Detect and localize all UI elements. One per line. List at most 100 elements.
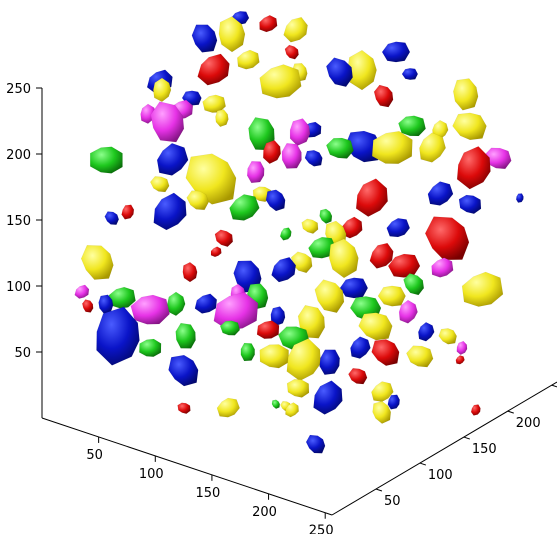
blob-blue bbox=[401, 67, 419, 81]
y-tick-mark bbox=[507, 410, 514, 414]
blob-red bbox=[387, 253, 421, 278]
blob-magenta bbox=[246, 161, 265, 184]
blob-yellow bbox=[372, 400, 392, 424]
blob-green bbox=[279, 227, 292, 241]
blob-cloud bbox=[74, 10, 524, 454]
z-tick-label: 200 bbox=[6, 148, 31, 163]
blob-red bbox=[424, 216, 470, 261]
blob-blue bbox=[381, 41, 411, 63]
blob-yellow bbox=[314, 279, 345, 313]
blob-yellow bbox=[216, 397, 240, 418]
blob-green bbox=[403, 273, 425, 296]
y-tick-mark bbox=[375, 488, 383, 492]
blob-blue bbox=[515, 193, 524, 203]
x-tick-label: 200 bbox=[252, 505, 277, 520]
blob-yellow bbox=[259, 344, 289, 369]
x-tick-label: 150 bbox=[196, 486, 221, 501]
x-axis-line bbox=[41, 417, 333, 516]
blob-red bbox=[456, 146, 491, 190]
blob-magenta bbox=[130, 294, 170, 325]
z-tick-label: 100 bbox=[6, 280, 31, 295]
y-tick-label: 200 bbox=[516, 416, 541, 431]
blob-magenta bbox=[74, 284, 90, 299]
blob-red bbox=[256, 320, 280, 339]
blob-blue bbox=[96, 306, 140, 366]
axes-frame bbox=[41, 88, 557, 516]
blob-yellow bbox=[453, 78, 479, 111]
blob-yellow bbox=[432, 119, 449, 140]
blob-green bbox=[139, 338, 162, 357]
blob-blue bbox=[386, 217, 411, 238]
blob-blue bbox=[418, 322, 435, 342]
blob-yellow bbox=[419, 132, 446, 163]
blob-yellow bbox=[153, 77, 172, 103]
blob-blue bbox=[350, 336, 371, 359]
blob-blue bbox=[194, 293, 218, 314]
blob-blue bbox=[427, 181, 454, 206]
blob-green bbox=[319, 208, 333, 224]
x-tick-label: 50 bbox=[86, 448, 103, 463]
blob-yellow bbox=[218, 16, 246, 53]
blob-green bbox=[175, 322, 196, 349]
blob-yellow bbox=[358, 312, 393, 341]
blob-green bbox=[240, 342, 255, 362]
blob-yellow bbox=[286, 378, 310, 398]
y-tick-mark bbox=[551, 384, 557, 388]
blob-yellow bbox=[377, 285, 406, 307]
blob-red bbox=[262, 140, 281, 164]
blob-red bbox=[182, 261, 198, 283]
blob-yellow bbox=[283, 16, 308, 43]
blob-red bbox=[210, 246, 222, 258]
blob-yellow bbox=[371, 130, 413, 164]
blob-yellow bbox=[328, 238, 359, 279]
blob-blue bbox=[104, 211, 120, 225]
blob-red bbox=[470, 404, 481, 416]
blob-green bbox=[219, 320, 241, 336]
blob-magenta bbox=[431, 257, 454, 278]
blob-yellow bbox=[286, 338, 322, 382]
blob-blue bbox=[319, 349, 340, 376]
blob-red bbox=[197, 53, 230, 86]
blob-magenta bbox=[456, 340, 468, 356]
blob-yellow bbox=[237, 49, 260, 70]
blob-yellow bbox=[438, 328, 457, 345]
y-tick-label: 150 bbox=[472, 442, 497, 457]
blob-blue bbox=[270, 306, 286, 327]
blob-red bbox=[341, 216, 363, 239]
y-tick-label: 50 bbox=[384, 494, 401, 509]
blob-magenta bbox=[150, 101, 185, 143]
blob-magenta bbox=[398, 299, 418, 324]
blob-blue bbox=[156, 143, 189, 176]
x-axis-ticks: 50 100 150 200 250 bbox=[86, 436, 334, 534]
z-axis-ticks: 50 100 150 200 250 bbox=[6, 82, 42, 361]
blob-red bbox=[355, 178, 388, 217]
blob-blue bbox=[153, 192, 187, 231]
blob-red bbox=[373, 84, 394, 108]
blob-blue bbox=[304, 149, 323, 167]
blob-blue bbox=[168, 354, 199, 387]
blob-yellow bbox=[285, 402, 299, 418]
blob-magenta bbox=[281, 142, 302, 169]
blob-green bbox=[89, 146, 123, 174]
blob-green bbox=[271, 399, 281, 409]
blob-red bbox=[284, 44, 299, 60]
blob-red bbox=[121, 204, 135, 220]
blob-blue bbox=[191, 24, 218, 53]
blob-red bbox=[82, 299, 94, 313]
blob-blue bbox=[339, 277, 369, 299]
blob-yellow bbox=[186, 190, 209, 211]
blob-green bbox=[398, 115, 426, 137]
blob-green bbox=[229, 194, 260, 221]
blob-red bbox=[371, 339, 400, 366]
blob-green bbox=[108, 286, 136, 309]
blob-yellow bbox=[150, 176, 170, 193]
blob-blue bbox=[326, 57, 353, 88]
blob-blue bbox=[265, 189, 286, 212]
z-tick-label: 150 bbox=[6, 214, 31, 229]
y-axis-line bbox=[331, 381, 557, 516]
blob-red bbox=[259, 15, 278, 33]
blob-yellow bbox=[80, 245, 114, 280]
